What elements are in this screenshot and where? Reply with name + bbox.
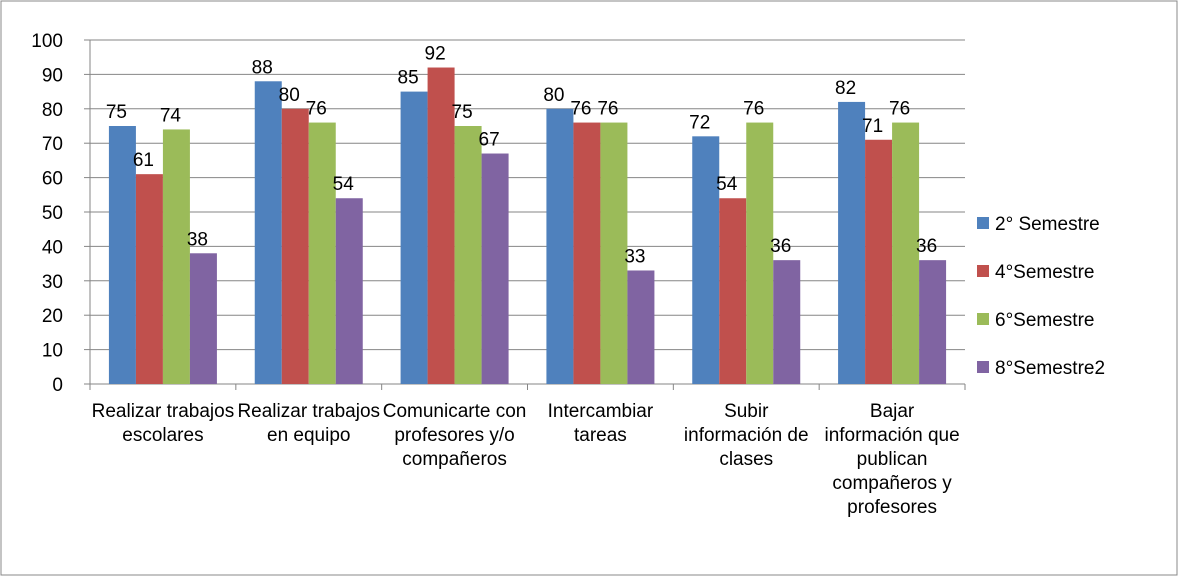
data-label: 80 xyxy=(279,85,300,106)
data-label: 54 xyxy=(333,174,355,195)
data-label: 54 xyxy=(716,174,738,195)
data-label: 80 xyxy=(543,85,564,106)
y-tick-label: 60 xyxy=(42,169,63,190)
data-label: 76 xyxy=(570,99,591,120)
bar xyxy=(281,108,309,385)
data-label: 92 xyxy=(425,44,446,65)
bar xyxy=(400,91,428,384)
data-label: 75 xyxy=(452,102,473,123)
bar xyxy=(108,126,136,384)
x-tick-label: Comunicarte con profesores y/o compañero… xyxy=(382,401,527,470)
bar xyxy=(865,139,893,384)
data-label: 85 xyxy=(398,68,419,89)
x-tick-label: Bajar información que publican compañero… xyxy=(824,401,960,518)
data-label: 36 xyxy=(916,236,937,257)
bar xyxy=(254,81,282,384)
data-label: 67 xyxy=(479,130,500,151)
bar xyxy=(481,153,509,384)
x-tick-label: Realizar trabajos en equipo xyxy=(237,401,381,446)
y-tick-label: 20 xyxy=(42,306,63,327)
bar xyxy=(838,101,866,385)
y-tick-label: 0 xyxy=(52,375,63,396)
bar xyxy=(627,270,655,384)
bar xyxy=(773,260,801,384)
bar xyxy=(135,174,163,384)
bar xyxy=(546,108,574,385)
bar xyxy=(308,122,336,384)
bar xyxy=(892,122,920,384)
data-label: 82 xyxy=(835,78,856,99)
data-label: 61 xyxy=(133,150,154,171)
bar xyxy=(919,260,947,384)
y-tick-label: 100 xyxy=(31,31,63,52)
bar xyxy=(162,129,190,384)
data-label: 33 xyxy=(624,246,645,267)
bar xyxy=(692,136,720,384)
bar xyxy=(719,198,747,384)
data-label: 72 xyxy=(689,112,710,133)
data-label: 76 xyxy=(889,99,910,120)
y-tick-label: 80 xyxy=(42,100,63,121)
legend-swatch xyxy=(977,265,989,277)
x-tick-label: Intercambiar tareas xyxy=(547,401,654,446)
legend-label: 8°Semestre2 xyxy=(995,358,1105,379)
data-label: 71 xyxy=(862,116,883,137)
data-label: 38 xyxy=(187,229,208,250)
y-tick-label: 70 xyxy=(42,134,63,155)
y-tick-label: 90 xyxy=(42,65,63,86)
data-label: 36 xyxy=(770,236,791,257)
legend-swatch xyxy=(977,217,989,229)
x-tick-label: Realizar trabajos escolares xyxy=(91,401,235,446)
y-tick-label: 50 xyxy=(42,203,63,224)
bar xyxy=(335,198,363,384)
bar xyxy=(454,126,482,384)
legend-swatch xyxy=(977,361,989,373)
bar xyxy=(746,122,774,384)
legend-label: 6°Semestre xyxy=(995,310,1094,331)
data-label: 75 xyxy=(106,102,127,123)
legend-label: 2° Semestre xyxy=(995,214,1100,235)
data-label: 88 xyxy=(252,57,273,78)
bar xyxy=(427,67,455,385)
x-tick-label: Subir información de clases xyxy=(683,401,809,470)
legend-label: 4°Semestre xyxy=(995,262,1094,283)
y-tick-label: 30 xyxy=(42,272,63,293)
legend-swatch xyxy=(977,313,989,325)
data-label: 76 xyxy=(306,99,327,120)
bar xyxy=(189,253,217,384)
bar xyxy=(573,122,601,384)
data-label: 76 xyxy=(597,99,618,120)
data-label: 74 xyxy=(160,105,182,126)
data-label: 76 xyxy=(743,99,764,120)
y-tick-label: 40 xyxy=(42,237,63,258)
bar xyxy=(600,122,628,384)
y-tick-label: 10 xyxy=(42,341,63,362)
